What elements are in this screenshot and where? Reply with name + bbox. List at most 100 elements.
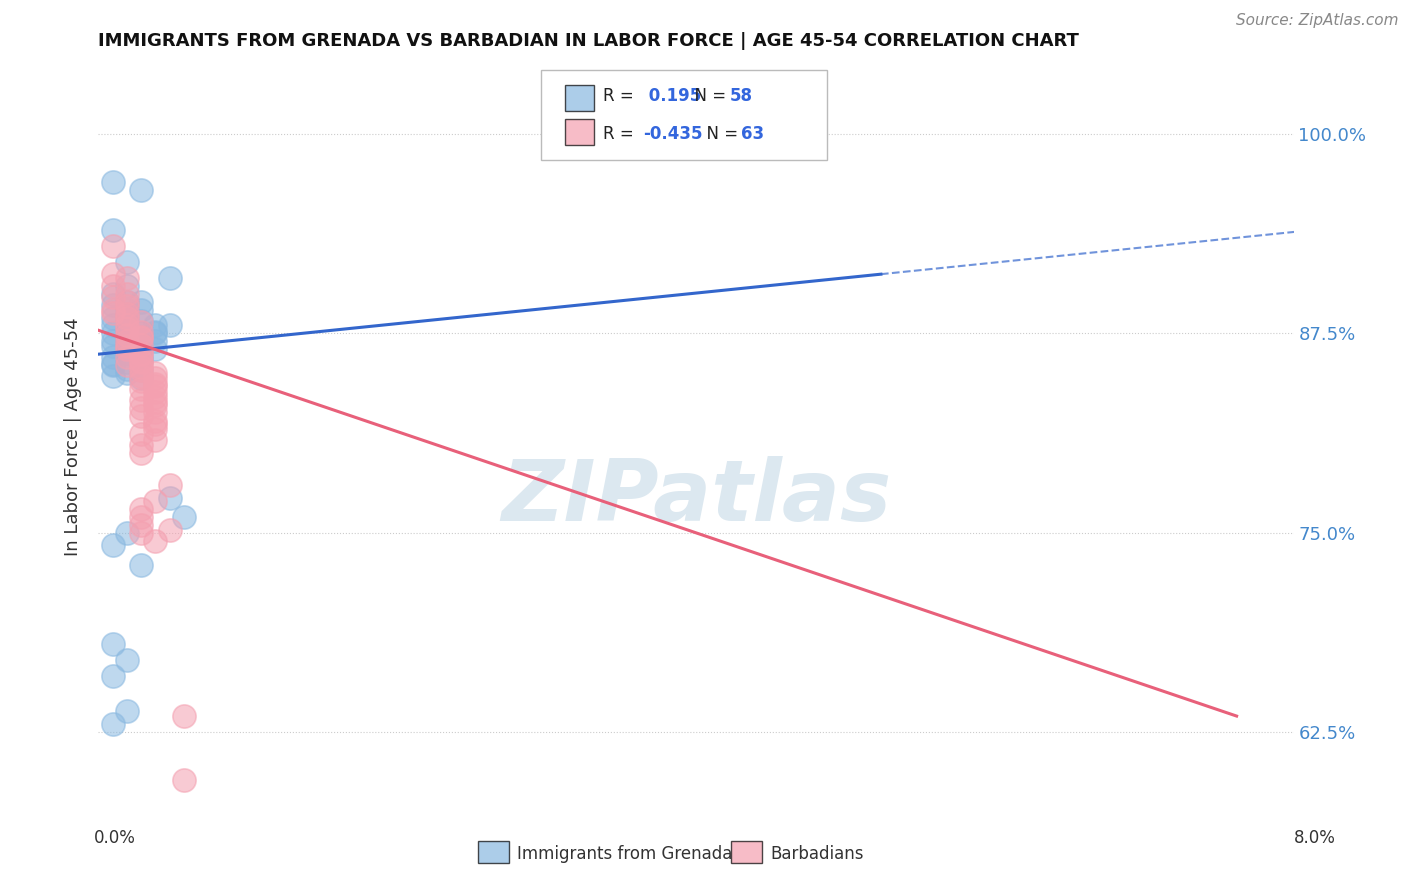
Point xyxy=(129,337,152,351)
Point xyxy=(115,704,138,718)
Point xyxy=(143,325,166,339)
Point xyxy=(143,414,166,428)
Point xyxy=(129,363,152,377)
Point xyxy=(115,525,138,540)
Point xyxy=(115,345,138,359)
Point xyxy=(115,355,138,369)
Point xyxy=(101,717,124,731)
Point xyxy=(159,523,181,537)
Text: R =: R = xyxy=(603,87,638,105)
Point xyxy=(159,478,181,492)
Point xyxy=(101,310,124,325)
Point xyxy=(129,409,152,424)
Point xyxy=(115,310,138,325)
Y-axis label: In Labor Force | Age 45-54: In Labor Force | Age 45-54 xyxy=(65,318,83,557)
Point xyxy=(115,307,138,321)
Point xyxy=(173,772,195,787)
Point xyxy=(129,353,152,368)
Point xyxy=(115,339,138,353)
Point xyxy=(143,404,166,418)
Point xyxy=(101,669,124,683)
Point xyxy=(101,306,124,320)
Point xyxy=(143,379,166,393)
Point xyxy=(129,314,152,328)
Point xyxy=(143,417,166,432)
Point xyxy=(115,343,138,357)
Point xyxy=(115,325,138,339)
Point xyxy=(101,539,124,553)
Point xyxy=(129,525,152,540)
Point xyxy=(129,326,152,341)
Point xyxy=(101,637,124,651)
Point xyxy=(115,321,138,335)
Point xyxy=(129,302,152,317)
Text: -0.435: -0.435 xyxy=(644,126,703,144)
Point xyxy=(129,345,152,359)
Point xyxy=(101,302,124,317)
Text: 63: 63 xyxy=(741,126,765,144)
FancyBboxPatch shape xyxy=(565,119,595,145)
Point xyxy=(129,359,152,374)
Point xyxy=(101,334,124,349)
Point xyxy=(129,355,152,369)
Text: Source: ZipAtlas.com: Source: ZipAtlas.com xyxy=(1236,13,1399,28)
Point xyxy=(143,434,166,448)
Point xyxy=(143,318,166,333)
Point xyxy=(129,363,152,377)
Point xyxy=(115,361,138,376)
Point xyxy=(101,239,124,253)
Point xyxy=(159,318,181,333)
Point xyxy=(129,347,152,361)
Point xyxy=(115,367,138,381)
Point xyxy=(115,359,138,373)
Point xyxy=(129,401,152,416)
Point xyxy=(115,310,138,325)
Point xyxy=(101,268,124,282)
Point xyxy=(101,298,124,312)
Point xyxy=(129,343,152,357)
Point xyxy=(143,367,166,381)
Text: ZIPatlas: ZIPatlas xyxy=(501,456,891,539)
Point xyxy=(129,438,152,452)
Point xyxy=(115,334,138,349)
Point xyxy=(115,321,138,335)
Point xyxy=(143,343,166,357)
Point xyxy=(159,491,181,505)
Point xyxy=(129,382,152,396)
Text: 0.195: 0.195 xyxy=(644,87,702,105)
Point xyxy=(129,294,152,309)
Point xyxy=(101,290,124,304)
Point xyxy=(129,315,152,329)
Point xyxy=(173,509,195,524)
Point xyxy=(101,223,124,237)
Point xyxy=(101,359,124,373)
Point xyxy=(115,270,138,285)
Point xyxy=(129,329,152,343)
Point xyxy=(101,357,124,371)
Point xyxy=(101,278,124,293)
Point xyxy=(101,369,124,384)
Point xyxy=(115,328,138,343)
Point xyxy=(129,353,152,368)
Point xyxy=(115,334,138,349)
Point xyxy=(129,326,152,341)
Point xyxy=(129,331,152,345)
FancyBboxPatch shape xyxy=(565,85,595,112)
Point xyxy=(101,326,124,341)
Text: N =: N = xyxy=(696,126,744,144)
Point xyxy=(115,294,138,309)
Point xyxy=(143,398,166,412)
Text: 0.0%: 0.0% xyxy=(94,829,136,847)
Point xyxy=(115,653,138,667)
Point xyxy=(143,385,166,400)
Text: Barbadians: Barbadians xyxy=(770,845,865,863)
Point xyxy=(173,709,195,723)
Point xyxy=(101,318,124,333)
Point xyxy=(129,509,152,524)
Point xyxy=(143,377,166,392)
Text: IMMIGRANTS FROM GRENADA VS BARBADIAN IN LABOR FORCE | AGE 45-54 CORRELATION CHAR: IMMIGRANTS FROM GRENADA VS BARBADIAN IN … xyxy=(98,32,1080,50)
Point xyxy=(143,371,166,385)
Point xyxy=(129,371,152,385)
Point xyxy=(129,501,152,516)
Point xyxy=(129,426,152,441)
